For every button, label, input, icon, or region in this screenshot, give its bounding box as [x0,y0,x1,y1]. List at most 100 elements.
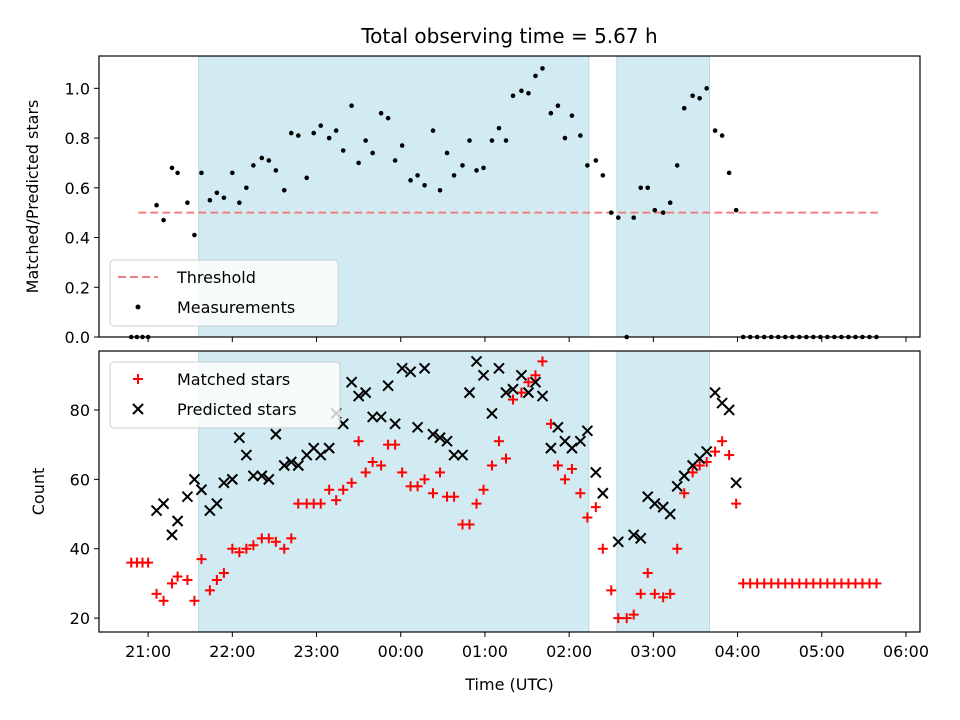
predicted-star-point [522,386,535,399]
measurement-point [370,150,375,156]
x-tick-label: 04:00 [715,642,761,661]
matched-star-point [621,613,632,624]
measurement-point [356,160,361,166]
measurement-point [460,163,465,168]
matched-star-point [493,436,504,447]
measurement-point [526,91,531,96]
matched-star-point [724,450,735,461]
x-tick-label: 03:00 [630,642,676,661]
predicted-star-point [664,508,676,520]
measurement-point [704,86,709,91]
measurement-point [585,163,590,168]
measurement-point [221,195,227,201]
predicted-star-point [536,390,549,402]
x-tick-label: 02:00 [546,642,592,661]
measurement-point [326,135,332,141]
measurement-point [415,173,420,178]
matched-star-point [353,436,364,447]
predicted-star-point [396,362,408,375]
measurement-point [273,168,279,173]
measurement-point [199,170,204,176]
predicted-star-point [278,459,290,472]
predicted-star-point [500,386,512,399]
measurement-point [467,138,472,143]
measurement-point [378,110,384,116]
legend-predicted-swatch [132,403,144,415]
measurement-point [615,215,621,220]
x-tick-label: 22:00 [209,642,255,661]
measurement-point [304,175,310,181]
predicted-star-point [723,404,735,416]
measurement-point [154,202,159,208]
measurement-point [169,165,175,171]
predicted-star-point [566,442,578,454]
predicted-star-point [470,355,483,368]
predicted-star-point [345,376,358,388]
predicted-star-point [382,379,394,392]
x-tick-label: 06:00 [883,642,929,661]
predicted-star-point [211,497,223,510]
measurement-point [266,158,272,163]
matched-star-point [537,356,548,367]
predicted-star-point [456,449,469,461]
measurement-point [192,232,197,238]
matched-star-point [566,463,577,474]
measurement-point [638,185,644,191]
matched-star-point [449,491,460,502]
matched-star-point [590,502,601,513]
measurement-point [712,128,718,133]
predicted-star-point [545,442,557,454]
top-y-axis-label: Matched/Predicted stars [23,100,42,294]
matched-star-point [263,533,274,544]
predicted-star-point [315,449,327,461]
predicted-star-point [195,484,208,496]
measurement-point [340,148,346,153]
measurement-point [555,103,561,109]
measurement-point [681,105,687,111]
y-tick-label: 0.2 [65,278,90,297]
measurement-point [496,125,502,131]
measurement-point [451,173,457,178]
matched-star-point [687,467,698,478]
bottom-panel: 20 40 60 80 21:00 22:00 23:00 00:00 01:00 02:00 0… [29,350,929,694]
matched-star-point [665,588,676,599]
matched-star-point [211,574,222,585]
top-x-ticks [147,337,907,342]
y-tick-label: 1.0 [65,79,90,98]
predicted-star-point [581,425,594,437]
x-tick-label: 21:00 [125,642,171,661]
matched-star-point [597,543,608,554]
measurement-point [408,178,413,183]
predicted-star-point [574,435,587,447]
measurement-point [569,113,575,118]
matched-star-point [516,387,527,398]
bottom-legend-box [109,361,341,429]
measurement-point [333,128,339,133]
predicted-star-point [529,376,542,388]
predicted-star-point [700,445,713,458]
matched-star-point [575,488,586,499]
matched-star-point [286,533,297,544]
y-tick-label: 0.6 [65,179,90,198]
bottom-x-axis: 21:00 22:00 23:00 00:00 01:00 02:00 03:00 04:00… [125,632,929,661]
legend-predicted-label: Predicted stars [177,400,297,419]
y-tick-label: 20 [70,609,90,628]
top-legend: Threshold Measurements [109,259,339,327]
predicted-star-point [411,421,424,434]
measurement-point [288,130,294,136]
predicted-star-point [256,470,268,482]
measurement-point [161,217,166,223]
matched-stars-series [126,356,882,624]
matched-star-point [412,481,423,492]
predicted-star-point [404,366,417,378]
predicted-star-point [226,473,239,486]
matched-star-point [419,474,430,485]
y-tick-label: 0.4 [65,229,90,248]
matched-star-point [248,540,259,551]
matched-star-point [717,436,728,447]
matched-star-point [324,484,335,495]
matched-star-point [471,498,482,509]
predicted-star-point [359,386,372,399]
matched-star-point [166,578,177,589]
